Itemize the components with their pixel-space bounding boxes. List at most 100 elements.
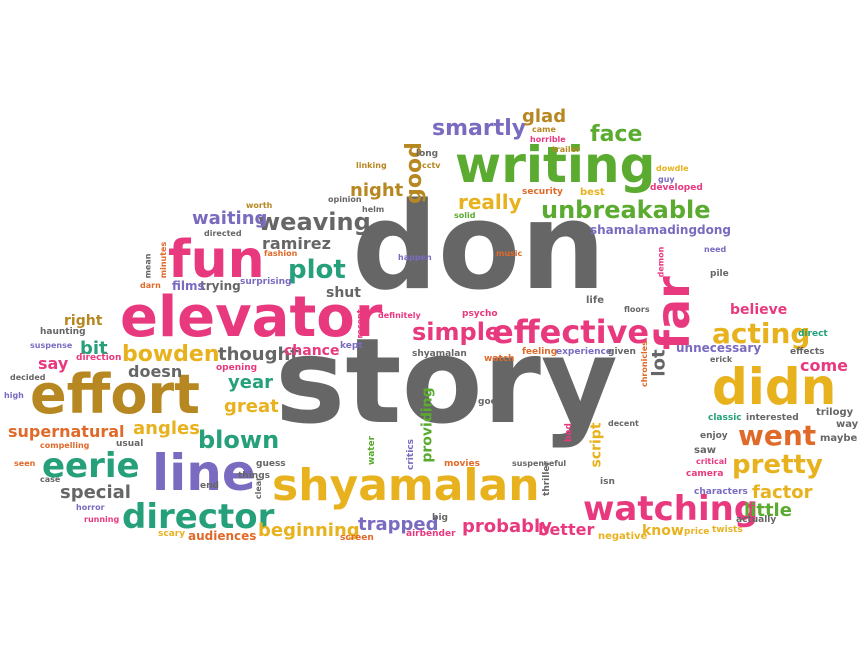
word: saw: [694, 445, 716, 456]
word: way: [836, 419, 859, 430]
word: year: [228, 372, 273, 393]
word: movies: [444, 459, 480, 469]
word: director: [122, 497, 275, 537]
word: trying: [200, 279, 241, 293]
word: really: [458, 190, 522, 214]
word: goes: [478, 397, 503, 407]
word: erick: [710, 355, 733, 364]
word: airbender: [406, 529, 456, 539]
word: didn: [712, 358, 837, 416]
word: plot: [288, 255, 346, 285]
word: pretty: [732, 450, 823, 480]
word: seen: [14, 459, 36, 468]
word: guess: [256, 459, 286, 469]
word: helm: [362, 205, 385, 214]
word: waiting: [192, 208, 268, 229]
word: smartly: [432, 116, 527, 141]
word: life: [586, 295, 604, 306]
word: fashion: [264, 249, 298, 258]
word: supernatural: [8, 422, 125, 441]
word: writing: [455, 136, 656, 194]
word: things: [238, 471, 271, 481]
word: compelling: [40, 441, 90, 450]
word: far: [645, 276, 700, 350]
word: chronicles: [640, 341, 649, 387]
word: fun: [168, 230, 265, 290]
word: providing: [419, 387, 436, 463]
word: ramirez: [262, 234, 331, 253]
word: trilogy: [816, 407, 854, 418]
word: john: [298, 361, 318, 370]
word: better: [538, 520, 595, 539]
word: beginning: [258, 520, 360, 541]
word: actually: [736, 515, 777, 525]
word: security: [522, 187, 563, 197]
word: high: [4, 391, 24, 400]
word: dowdle: [656, 164, 689, 173]
word: special: [60, 482, 131, 503]
word: surprising: [240, 277, 292, 287]
word: lot: [648, 349, 670, 377]
word: audiences: [188, 529, 257, 543]
word: maybe: [820, 433, 858, 444]
word: blown: [198, 426, 280, 454]
word: scary: [158, 529, 186, 539]
word: trailer: [552, 145, 581, 154]
word: came: [532, 125, 556, 134]
word: pile: [710, 269, 729, 279]
word: classic: [708, 413, 742, 423]
word: experience: [556, 347, 612, 357]
word: critical: [696, 457, 727, 466]
word: watch: [484, 354, 515, 364]
word: developed: [650, 183, 703, 193]
word: water: [367, 435, 378, 466]
word: story: [275, 312, 618, 450]
word: great: [224, 396, 279, 417]
word: direction: [76, 353, 122, 363]
word: music: [496, 249, 523, 258]
word: usual: [116, 439, 144, 449]
word: shyamalan: [272, 460, 540, 511]
word: night: [350, 180, 404, 201]
word: horrible: [530, 135, 566, 144]
word: effective: [492, 313, 650, 351]
word: price: [684, 527, 710, 537]
word: weaving: [258, 208, 371, 236]
word: decided: [10, 373, 46, 382]
word: demon: [656, 246, 666, 278]
word: know: [642, 523, 684, 539]
word: acting: [712, 317, 811, 350]
word: elevator: [120, 285, 383, 350]
word: cctv: [422, 161, 441, 170]
word: recent: [355, 309, 365, 339]
word: bowden: [122, 342, 220, 367]
word: end: [200, 481, 219, 491]
word: case: [40, 475, 61, 484]
word: come: [800, 356, 848, 375]
word: long: [416, 149, 439, 159]
word: shut: [326, 285, 361, 301]
word: shyamalan: [412, 349, 467, 359]
word: solid: [454, 211, 476, 220]
word: big: [432, 513, 448, 523]
word: interested: [746, 413, 799, 423]
word: critics: [405, 439, 416, 470]
word: script: [588, 422, 605, 468]
word: horror: [76, 503, 105, 512]
word: doesn: [128, 362, 183, 381]
word: suspenseful: [512, 459, 567, 468]
word: linking: [356, 161, 387, 170]
word: camera: [686, 469, 724, 479]
word: films: [172, 279, 205, 293]
word: simple: [412, 318, 502, 346]
word: direct: [798, 329, 828, 339]
word: say: [38, 354, 69, 373]
word: unnecessary: [676, 341, 762, 355]
word: best: [580, 187, 605, 198]
word: line: [152, 444, 256, 502]
word: probably: [462, 516, 552, 537]
word: bad: [563, 423, 574, 442]
word: glad: [522, 106, 567, 127]
word: effort: [30, 363, 200, 426]
